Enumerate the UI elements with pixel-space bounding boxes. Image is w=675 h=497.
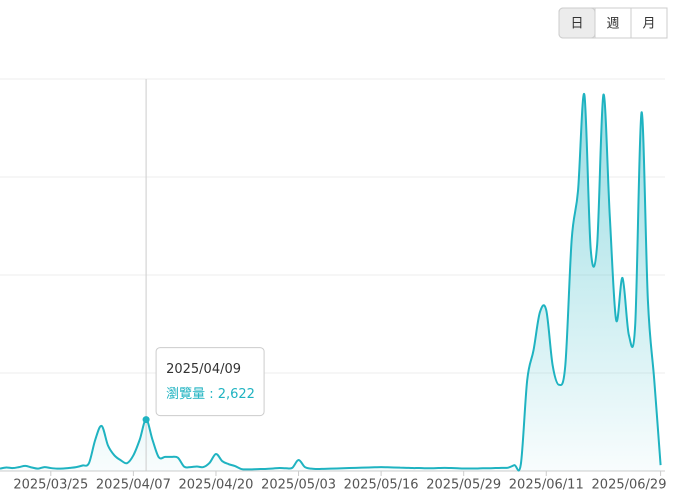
period-buttons: 日週月 (558, 7, 668, 39)
x-tick-label: 2025/05/16 (344, 478, 419, 493)
period-button-label[interactable]: 週 (606, 17, 619, 32)
tooltip-box (155, 347, 265, 417)
tooltip-title: 2025/04/09 (166, 362, 241, 377)
area-line (0, 93, 662, 472)
area-fill (0, 93, 661, 471)
x-tick-label: 2025/06/29 (592, 478, 667, 493)
tooltip-text: 瀏覽量 : 2,622 (166, 387, 255, 402)
x-tick-label: 2025/04/07 (96, 478, 171, 493)
hover-point (142, 416, 150, 424)
x-tick-label: 2025/05/29 (426, 478, 501, 493)
x-tick-label: 2025/06/11 (509, 478, 584, 493)
x-tick-label: 2025/03/25 (13, 478, 88, 493)
period-button-label[interactable]: 日 (570, 17, 583, 32)
period-button[interactable] (630, 7, 668, 39)
x-tick-label: 2025/04/20 (178, 478, 253, 493)
x-tick-label: 2025/05/03 (261, 478, 336, 493)
period-button-label[interactable]: 月 (642, 17, 655, 32)
